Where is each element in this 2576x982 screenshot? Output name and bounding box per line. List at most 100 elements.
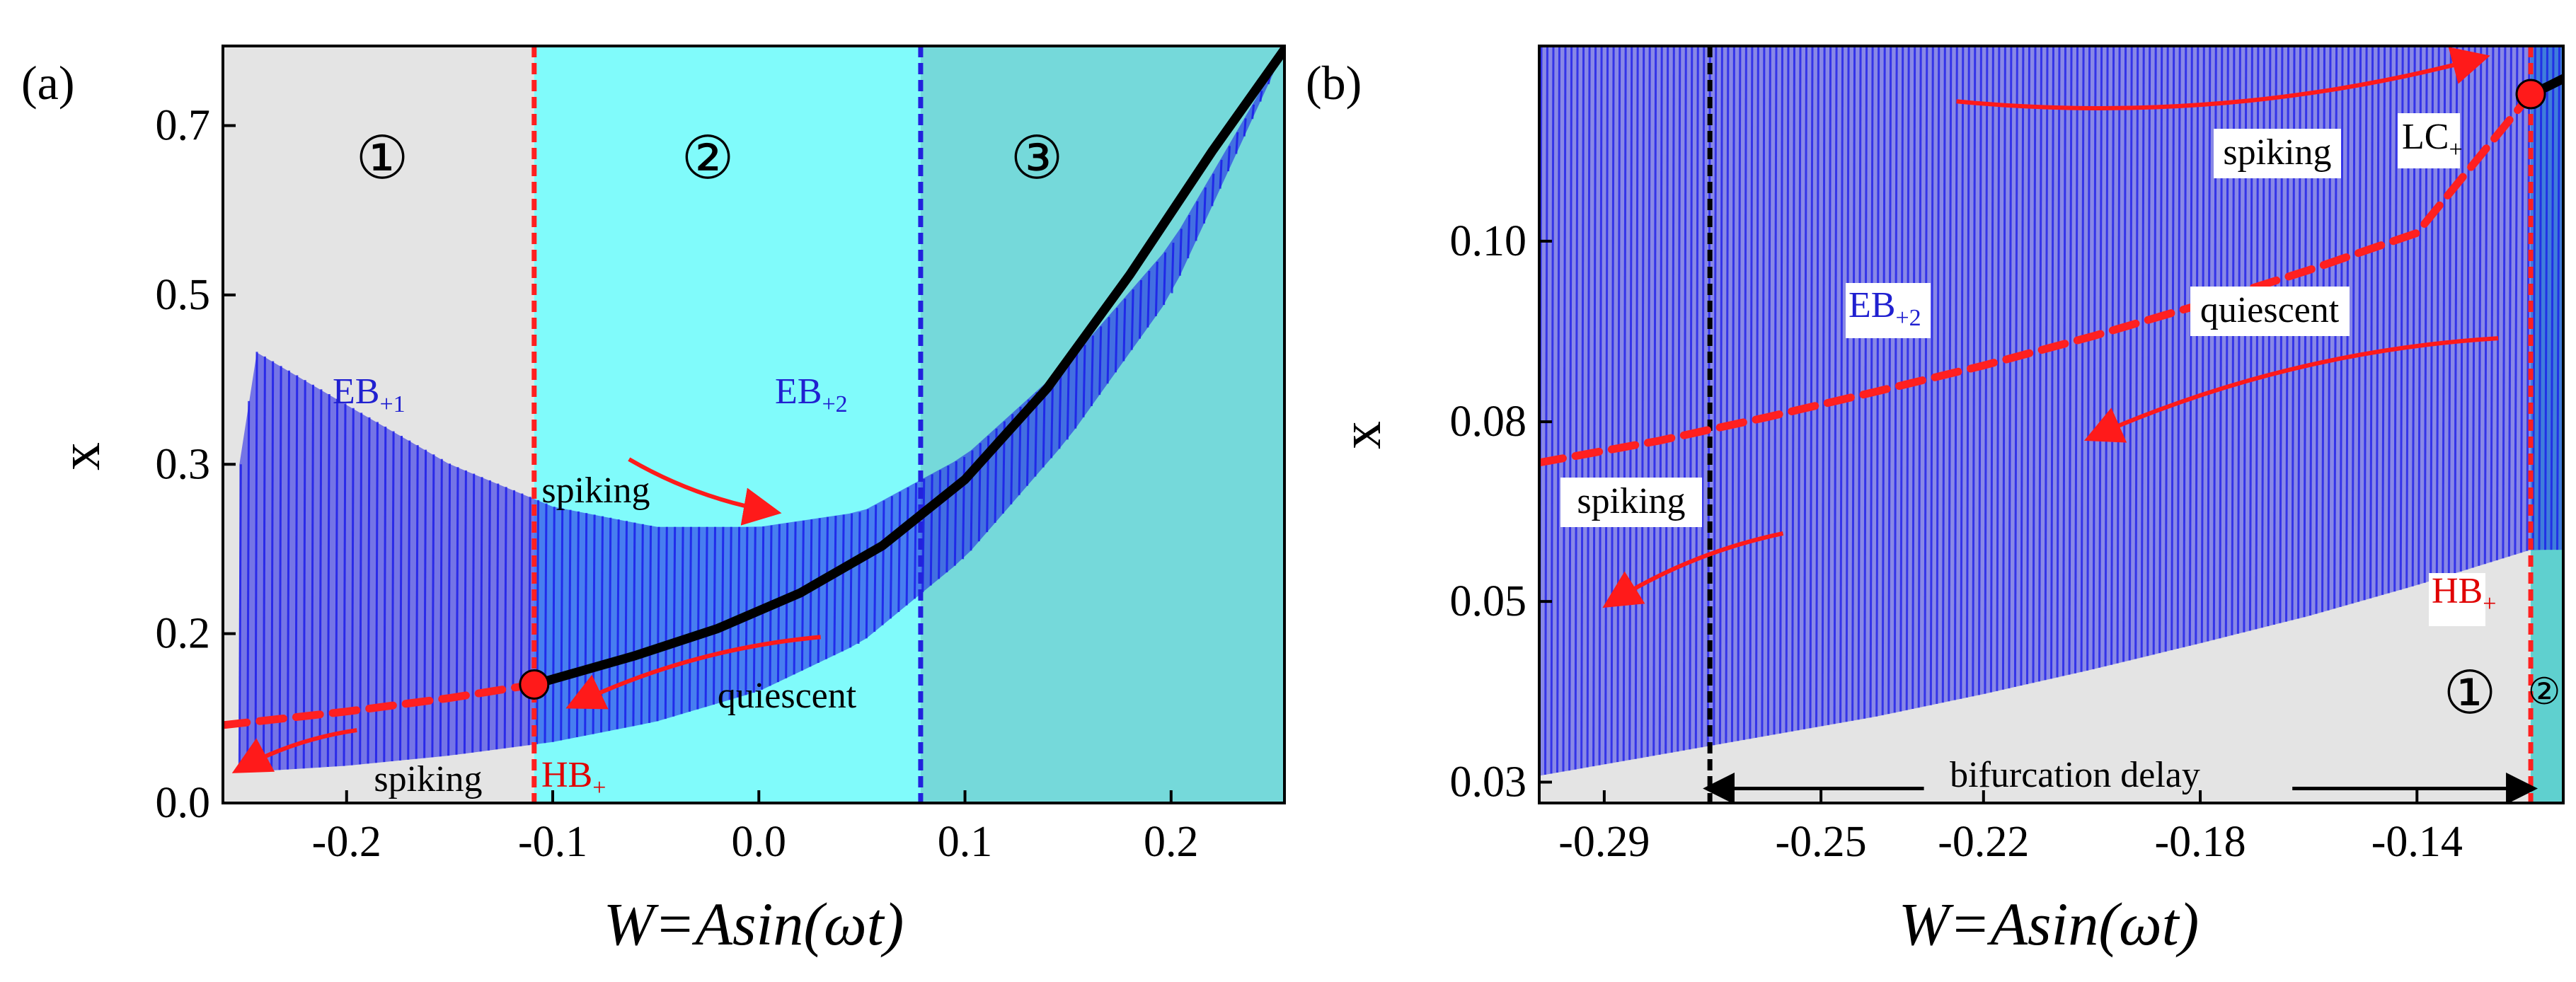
spiking-label-a-upper: spiking <box>541 470 650 511</box>
panel-b: (b) -0.29 -0.25 -0.22 -0.18 -0.14 0.03 0.05 0.0… <box>1306 45 2565 958</box>
spike-trace <box>399 435 403 761</box>
spike-trace <box>1809 46 1814 729</box>
spike-trace <box>407 440 411 760</box>
spike-trace <box>439 458 443 757</box>
spike-trace <box>1042 385 1046 468</box>
spike-trace <box>1996 46 2001 691</box>
y-tick-label: 0.0 <box>156 779 211 827</box>
arrow-spiking-3 <box>1602 531 1784 608</box>
spike-trace <box>568 509 572 739</box>
spike-trace <box>648 525 652 723</box>
spike-trace <box>2170 46 2175 651</box>
spike-trace <box>2369 46 2374 599</box>
hopf-bifurcation-point <box>519 669 550 700</box>
spike-trace <box>270 361 275 771</box>
spike-trace <box>2110 46 2115 665</box>
spike-trace <box>1130 289 1134 350</box>
y-tick-label: 0.08 <box>1450 398 1527 446</box>
spike-trace <box>1833 46 1838 724</box>
spike-trace <box>2068 46 2073 675</box>
spike-trace <box>962 456 966 560</box>
y-axis-title-a: x <box>50 442 112 470</box>
spike-trace <box>2526 46 2531 551</box>
spike-trace <box>2098 46 2103 668</box>
spike-trace <box>2490 46 2495 562</box>
region-label-3: ③ <box>1010 126 1063 192</box>
spike-trace <box>1977 46 1982 695</box>
arrow-spiking-1 <box>1956 47 2490 110</box>
spike-trace <box>624 521 628 728</box>
spike-trace <box>343 403 347 766</box>
spike-trace <box>1058 370 1062 449</box>
spike-trace <box>2544 46 2548 550</box>
spike-trace <box>688 526 692 712</box>
spike-trace <box>914 483 917 599</box>
spike-trace <box>1171 243 1175 294</box>
spike-trace <box>374 422 379 763</box>
spike-trace <box>849 513 853 648</box>
spike-trace <box>873 504 878 632</box>
spike-trace <box>584 513 588 736</box>
spike-trace <box>1640 46 1645 758</box>
spike-trace <box>262 356 266 771</box>
spiking-label-a-lower: spiking <box>374 759 482 799</box>
spike-trace <box>632 522 636 727</box>
spike-trace <box>2158 46 2163 654</box>
y-axis-title-b: x <box>1330 421 1393 449</box>
x-tick-label: -0.29 <box>1558 818 1650 866</box>
spike-trace <box>471 473 476 753</box>
spike-trace <box>1911 46 1916 710</box>
spike-trace <box>2519 46 2524 553</box>
spike-trace <box>2357 46 2362 602</box>
spike-trace <box>512 490 515 748</box>
unstable-equilibrium-line <box>1539 90 2535 467</box>
spike-trace <box>1202 187 1207 224</box>
spike-trace <box>1090 335 1094 407</box>
spike-trace <box>1754 46 1759 738</box>
spike-trace <box>2080 46 2085 672</box>
spike-trace <box>1115 308 1118 373</box>
spike-trace <box>857 512 861 645</box>
spike-trace <box>278 366 282 770</box>
spike-trace <box>1682 46 1687 751</box>
spike-trace <box>1211 173 1215 207</box>
spike-trace <box>1050 377 1054 458</box>
spike-trace <box>1821 46 1826 727</box>
spike-trace <box>423 449 427 758</box>
spike-trace <box>825 516 829 659</box>
spike-trace <box>1251 104 1255 120</box>
spike-trace <box>1664 46 1669 754</box>
unstable-equilibrium-line <box>223 680 539 729</box>
spike-trace <box>2471 46 2476 568</box>
spike-trace <box>2164 46 2169 652</box>
spiking-label-b-lower: spiking <box>1577 481 1685 521</box>
spike-trace <box>359 412 363 765</box>
spike-trace <box>1785 46 1790 733</box>
spike-trace <box>889 496 893 619</box>
spike-trace <box>495 483 500 750</box>
spike-trace <box>1616 46 1621 763</box>
spike-trace <box>415 445 419 759</box>
spike-trace <box>897 492 902 613</box>
spike-trace <box>680 526 684 715</box>
spike-trace <box>1725 46 1730 744</box>
spike-trace <box>2538 46 2543 550</box>
region-label-2: ② <box>681 126 734 192</box>
spike-trace <box>1803 46 1807 729</box>
spike-trace <box>744 526 749 695</box>
spike-trace <box>2044 46 2049 681</box>
spike-trace <box>2351 46 2356 604</box>
spike-trace <box>2550 46 2555 550</box>
spike-trace <box>1610 46 1615 763</box>
spike-trace <box>287 370 290 770</box>
spike-trace <box>544 503 548 744</box>
stable-equilibrium-line <box>529 46 1284 689</box>
spike-trace <box>664 526 668 720</box>
spike-trace <box>2531 46 2536 550</box>
panel-a: (a) -0.2 -0.1 0.0 0.1 0.2 0.0 0.2 0.3 0.5 0.7 ① ②… <box>21 45 1286 958</box>
spike-trace <box>1592 46 1597 767</box>
spike-trace <box>1652 46 1657 756</box>
spike-trace <box>2026 46 2030 685</box>
x-axis-title-b: W=Asin(ωt) <box>1899 890 2199 958</box>
